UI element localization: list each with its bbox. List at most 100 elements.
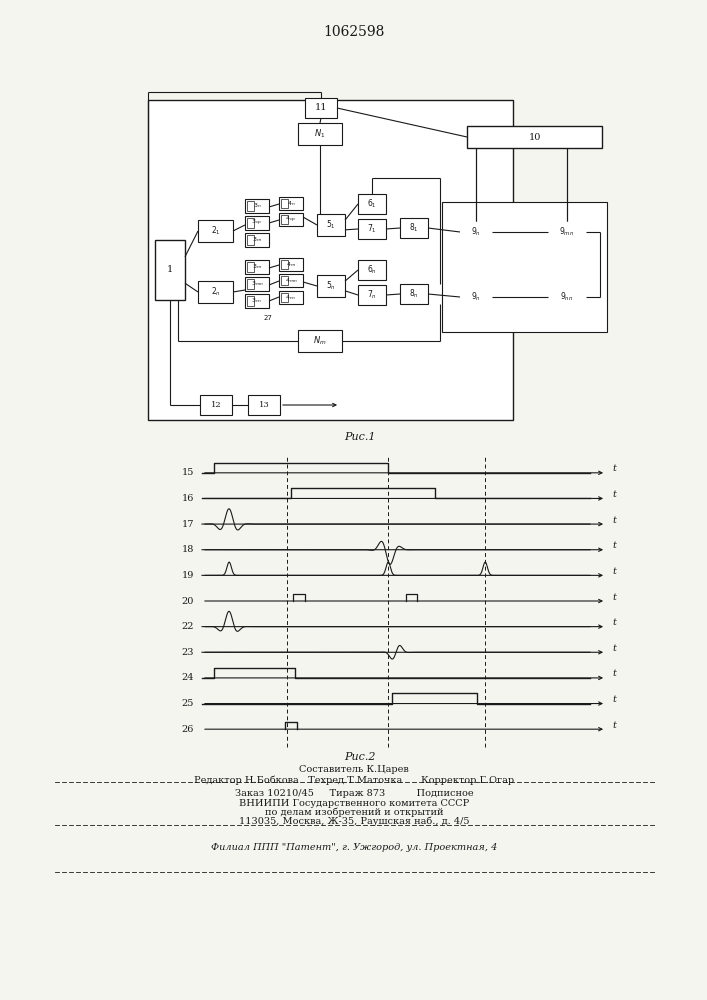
Text: 12: 12 [211, 401, 221, 409]
Text: $4_{cp}$: $4_{cp}$ [286, 214, 296, 225]
Bar [198, 281, 233, 303]
Text: 1: 1 [167, 265, 173, 274]
Text: 17: 17 [182, 520, 194, 529]
Bar [245, 233, 269, 247]
Text: 25: 25 [182, 699, 194, 708]
Text: t: t [612, 644, 616, 653]
Bar [279, 274, 303, 287]
Bar [317, 214, 345, 236]
Text: t: t [612, 464, 616, 473]
Text: $9_n$: $9_n$ [471, 226, 481, 238]
Text: Заказ 10210/45     Тираж 873          Подписное: Заказ 10210/45 Тираж 873 Подписное [235, 790, 473, 798]
Text: t: t [612, 618, 616, 627]
Bar [281, 260, 288, 269]
Bar [279, 213, 303, 226]
Bar [281, 199, 288, 208]
Text: 18: 18 [182, 545, 194, 554]
Text: 26: 26 [182, 725, 194, 734]
Bar [298, 330, 342, 352]
Bar [305, 98, 337, 118]
Text: 22: 22 [182, 622, 194, 631]
Bar [467, 126, 602, 148]
Text: $3_{cp}$: $3_{cp}$ [252, 218, 262, 228]
Text: $7_n$: $7_n$ [367, 289, 377, 301]
Bar [358, 194, 386, 214]
Bar [245, 199, 269, 213]
Text: 10: 10 [528, 132, 541, 141]
Text: $3_n$: $3_n$ [252, 202, 262, 210]
Bar [279, 197, 303, 210]
Bar [148, 100, 513, 420]
Text: $2_1$: $2_1$ [211, 225, 221, 237]
Bar [281, 293, 288, 302]
Text: $5_1$: $5_1$ [326, 219, 336, 231]
Text: $3_m$: $3_m$ [252, 263, 262, 271]
Text: 19: 19 [182, 571, 194, 580]
Text: $2_n$: $2_n$ [211, 286, 221, 298]
Bar [460, 221, 492, 243]
Text: Рис.1: Рис.1 [344, 432, 375, 442]
Bar [358, 285, 386, 305]
Text: $N_1$: $N_1$ [315, 128, 326, 140]
Text: t: t [612, 592, 616, 601]
Text: 20: 20 [182, 596, 194, 605]
Text: 15: 15 [182, 468, 194, 477]
Text: $8_1$: $8_1$ [409, 222, 419, 234]
Text: $4_{nn}$: $4_{nn}$ [286, 293, 297, 302]
Bar [548, 221, 586, 243]
Text: $4_{mn}$: $4_{mn}$ [285, 276, 298, 285]
Bar [247, 235, 254, 245]
Text: Рис.2: Рис.2 [344, 752, 375, 762]
Text: по делам изобретений и открытий: по делам изобретений и открытий [264, 807, 443, 817]
Text: 13: 13 [259, 401, 269, 409]
Text: 1062598: 1062598 [323, 25, 385, 39]
Text: 23: 23 [182, 648, 194, 657]
Text: 16: 16 [182, 494, 194, 503]
Text: $8_n$: $8_n$ [409, 288, 419, 300]
Bar [247, 279, 254, 289]
Text: ВНИИПИ Государственного комитета СССР: ВНИИПИ Государственного комитета СССР [239, 798, 469, 808]
Bar [245, 216, 269, 230]
Text: $9_{mn}$: $9_{mn}$ [559, 226, 575, 238]
Bar [245, 294, 269, 308]
Text: 113035, Москва, Ж-35, Раушская наб., д. 4/5: 113035, Москва, Ж-35, Раушская наб., д. … [239, 816, 469, 826]
Text: t: t [612, 516, 616, 525]
Text: $9_n$: $9_n$ [471, 291, 481, 303]
Bar [245, 260, 269, 274]
Bar [245, 277, 269, 291]
Text: $N_m$: $N_m$ [313, 335, 327, 347]
Bar [248, 395, 280, 415]
Text: t: t [612, 669, 616, 678]
Text: $6_n$: $6_n$ [367, 264, 377, 276]
Bar [460, 286, 492, 308]
Bar [247, 201, 254, 211]
Text: $3_m$: $3_m$ [252, 236, 262, 244]
Text: $6_1$: $6_1$ [367, 198, 377, 210]
Bar [281, 276, 288, 285]
Bar [442, 202, 607, 332]
Bar [198, 220, 233, 242]
Text: Филиал ППП "Патент", г. Ужгород, ул. Проектная, 4: Филиал ППП "Патент", г. Ужгород, ул. Про… [211, 842, 497, 852]
Text: $5_n$: $5_n$ [326, 280, 336, 292]
Bar [400, 218, 428, 238]
Text: t: t [612, 490, 616, 499]
Text: $3_{mn}$: $3_{mn}$ [250, 280, 264, 288]
Bar [247, 296, 254, 306]
Bar [247, 262, 254, 272]
Bar [281, 215, 288, 224]
Bar [200, 395, 232, 415]
Text: 11: 11 [315, 104, 327, 112]
Text: $3_{nn}$: $3_{nn}$ [252, 297, 262, 305]
Text: t: t [612, 721, 616, 730]
Bar [155, 240, 185, 300]
Bar [247, 218, 254, 228]
Text: 24: 24 [182, 673, 194, 682]
Text: t: t [612, 541, 616, 550]
Bar [298, 123, 342, 145]
Bar [548, 286, 586, 308]
Text: $9_{nn}$: $9_{nn}$ [561, 291, 573, 303]
Text: $4_m$: $4_m$ [286, 260, 296, 269]
Bar [358, 260, 386, 280]
Bar [279, 258, 303, 271]
Text: Составитель К.Царев: Составитель К.Царев [299, 766, 409, 774]
